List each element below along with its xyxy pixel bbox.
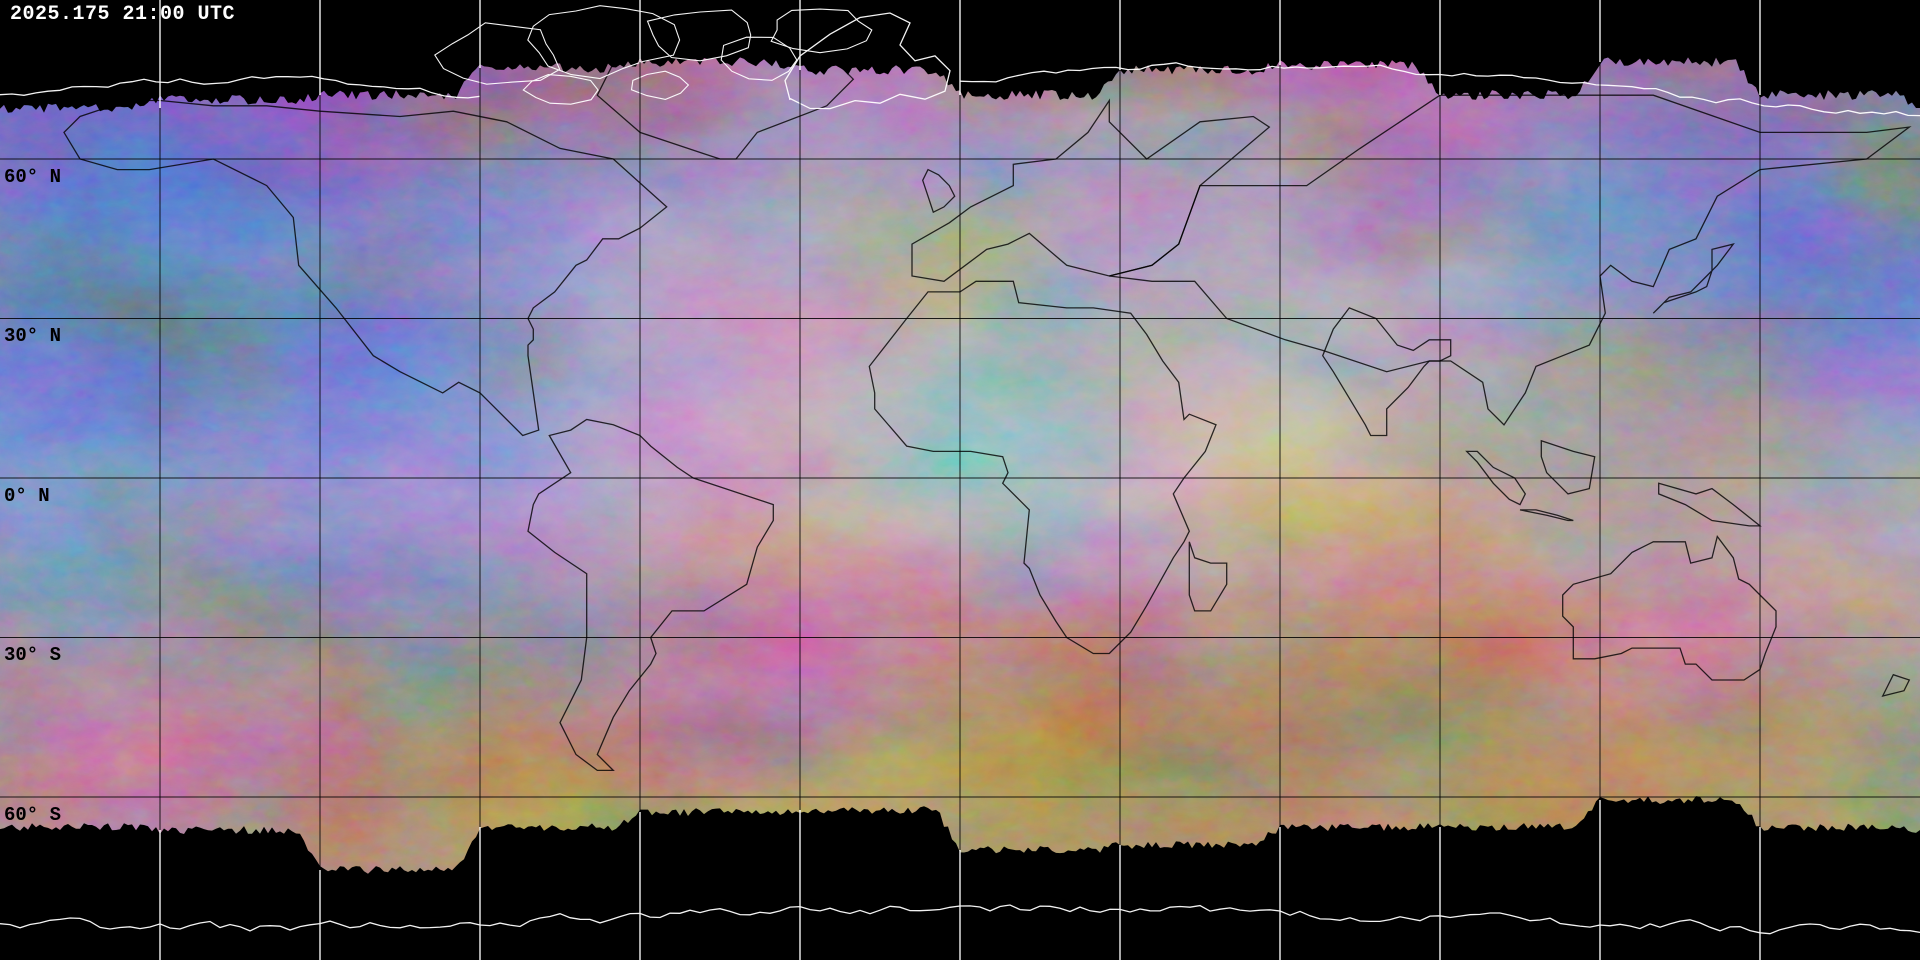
svg-text:60° N: 60° N	[4, 166, 61, 188]
svg-text:60° S: 60° S	[4, 804, 61, 826]
svg-text:30° N: 30° N	[4, 325, 61, 347]
svg-text:30° S: 30° S	[4, 644, 61, 666]
svg-text:2025.175 21:00 UTC: 2025.175 21:00 UTC	[10, 3, 235, 26]
svg-text:0° N: 0° N	[4, 485, 50, 507]
